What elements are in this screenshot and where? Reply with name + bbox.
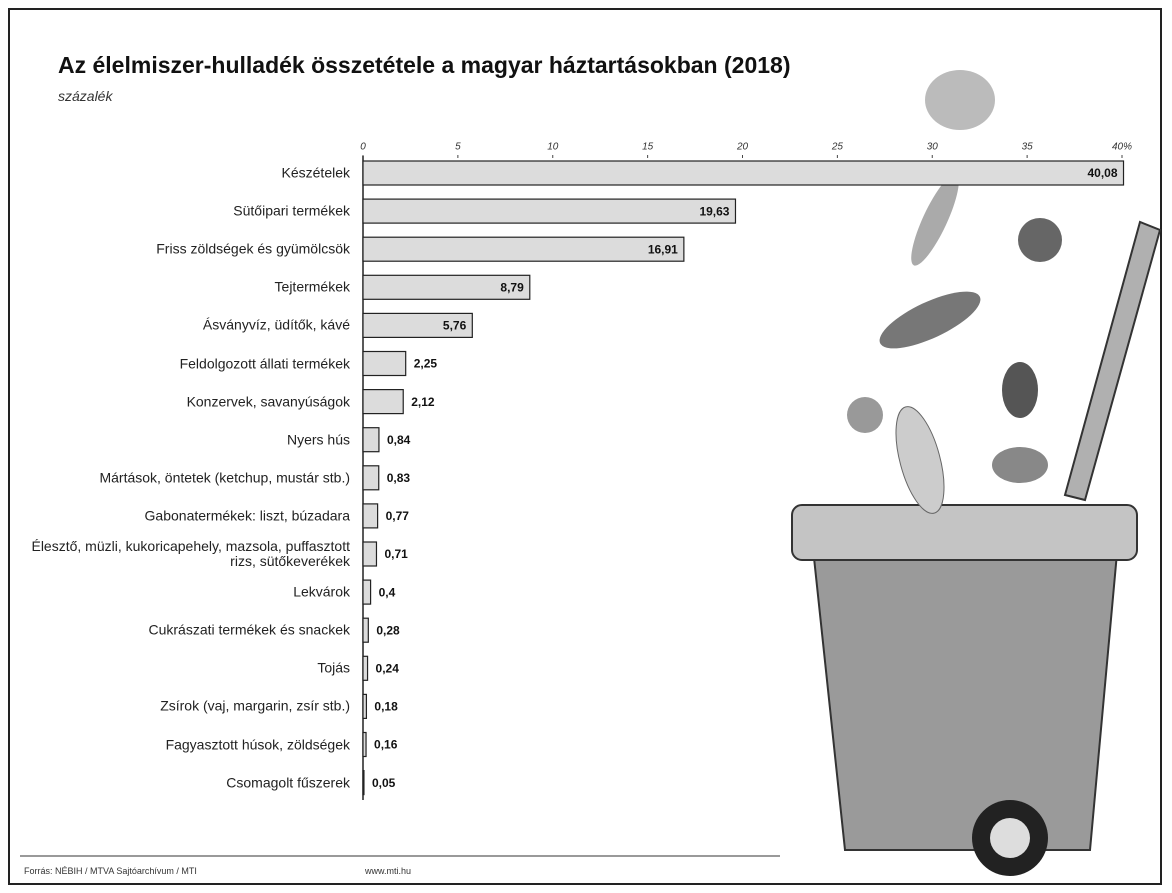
x-tick-label: 25 [831, 142, 844, 153]
bar [363, 428, 379, 452]
value-label: 2,12 [411, 395, 435, 409]
value-label: 0,05 [372, 776, 396, 790]
bar [363, 542, 376, 566]
bar [363, 618, 368, 642]
bar [363, 352, 406, 376]
value-label: 0,83 [387, 471, 411, 485]
category-label: Cukrászati termékek és snackek [20, 623, 350, 638]
bar [363, 771, 364, 795]
x-tick-label: 5 [455, 142, 461, 153]
category-label: Lekvárok [20, 585, 350, 600]
value-label: 0,24 [376, 661, 400, 675]
chart-title: Az élelmiszer-hulladék összetétele a mag… [58, 52, 790, 79]
value-label: 0,84 [387, 433, 411, 447]
x-tick-label: 10 [547, 142, 559, 153]
bar [363, 504, 378, 528]
bar [363, 390, 403, 414]
bar [363, 466, 379, 490]
value-label: 5,76 [443, 319, 467, 333]
bar [363, 580, 371, 604]
value-label: 40,08 [1087, 166, 1117, 180]
bar [363, 656, 368, 680]
website: www.mti.hu [365, 866, 411, 876]
x-tick-label: 30 [927, 142, 939, 153]
category-label: Zsírok (vaj, margarin, zsír stb.) [20, 699, 350, 714]
x-tick-label: 35 [1022, 142, 1034, 153]
category-label: Tejtermékek [20, 280, 350, 295]
x-tick-label: 40% [1112, 142, 1132, 153]
category-label: Feldolgozott állati termékek [20, 356, 350, 371]
value-label: 0,77 [386, 509, 410, 523]
category-label: Nyers hús [20, 432, 350, 447]
bar [363, 161, 1124, 185]
chart-subtitle: százalék [58, 88, 112, 104]
category-label: Konzervek, savanyúságok [20, 394, 350, 409]
category-label: Tojás [20, 661, 350, 676]
bin-illustration [792, 70, 1160, 876]
bar [363, 733, 366, 757]
bar [363, 694, 366, 718]
value-label: 19,63 [699, 204, 729, 218]
value-label: 0,71 [384, 547, 408, 561]
value-label: 8,79 [500, 280, 524, 294]
value-label: 16,91 [648, 242, 678, 256]
x-tick-label: 20 [736, 142, 749, 153]
x-tick-label: 15 [642, 142, 654, 153]
bar [363, 199, 735, 223]
value-label: 2,25 [414, 357, 438, 371]
category-label: Mártások, öntetek (ketchup, mustár stb.) [20, 470, 350, 485]
source: Forrás: NÉBIH / MTVA Sajtóarchívum / MTI [24, 866, 197, 876]
value-label: 0,18 [374, 700, 398, 714]
category-label: Gabonatermékek: liszt, búzadara [20, 508, 350, 523]
page: 0 5 10 15 20 25 30 35 40% 40,08 19,63 16,91 8,79 5,76… [0, 0, 1172, 893]
value-label: 0,16 [374, 738, 398, 752]
category-label: Ásványvíz, üdítők, kávé [20, 318, 350, 333]
value-label: 0,4 [379, 585, 396, 599]
category-label: Csomagolt fűszerek [20, 775, 350, 790]
category-label: Élesztő, müzli, kukoricapehely, mazsola,… [20, 539, 350, 569]
x-tick-label: 0 [360, 142, 366, 153]
category-label: Fagyasztott húsok, zöldségek [20, 737, 350, 752]
category-label: Friss zöldségek és gyümölcsök [20, 242, 350, 257]
bar [363, 237, 684, 261]
category-label: Készételek [20, 166, 350, 181]
value-label: 0,28 [376, 623, 400, 637]
category-label: Sütőipari termékek [20, 204, 350, 219]
